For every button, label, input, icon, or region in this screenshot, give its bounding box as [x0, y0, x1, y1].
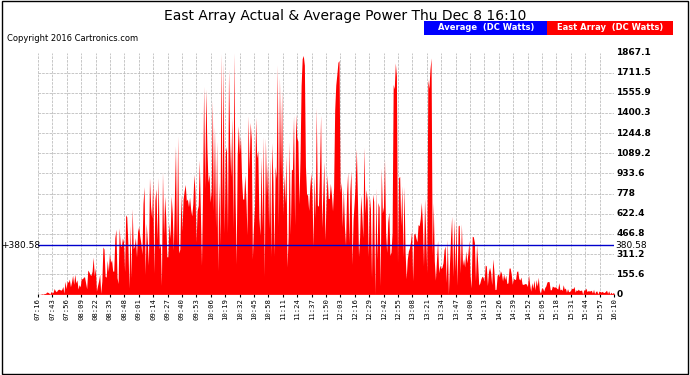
Text: 1711.5: 1711.5 [616, 68, 651, 77]
Text: East Array  (DC Watts): East Array (DC Watts) [557, 23, 663, 32]
Text: 155.6: 155.6 [616, 270, 644, 279]
Text: 1555.9: 1555.9 [616, 88, 651, 98]
Text: 0: 0 [616, 290, 622, 299]
Text: Average  (DC Watts): Average (DC Watts) [437, 23, 534, 32]
Text: 933.6: 933.6 [616, 169, 644, 178]
Text: Copyright 2016 Cartronics.com: Copyright 2016 Cartronics.com [7, 34, 138, 43]
Text: 1089.2: 1089.2 [616, 149, 651, 158]
Text: East Array Actual & Average Power Thu Dec 8 16:10: East Array Actual & Average Power Thu De… [164, 9, 526, 23]
Text: 622.4: 622.4 [616, 209, 644, 218]
Text: 311.2: 311.2 [616, 249, 644, 258]
Text: 380.58: 380.58 [615, 241, 647, 250]
Text: 1867.1: 1867.1 [616, 48, 651, 57]
Text: 1244.8: 1244.8 [616, 129, 651, 138]
Text: 1400.3: 1400.3 [616, 108, 651, 117]
Text: +380.58: +380.58 [1, 241, 41, 250]
Text: 466.8: 466.8 [616, 230, 644, 238]
Text: 778: 778 [616, 189, 635, 198]
